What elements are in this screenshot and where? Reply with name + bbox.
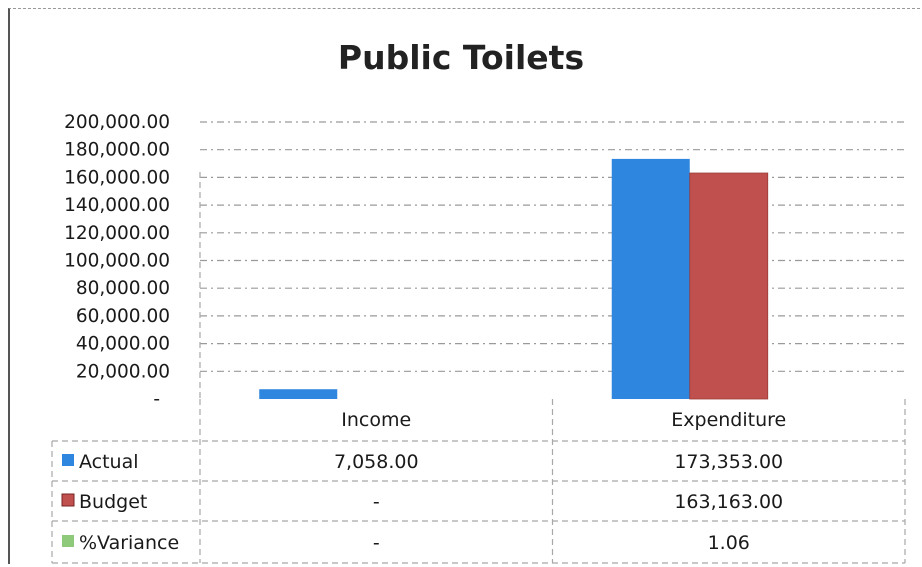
legend-label: %Variance — [79, 532, 179, 554]
y-tick-label: 180,000.00 — [64, 140, 170, 161]
category-label: Income — [341, 409, 411, 431]
bars — [259, 158, 846, 400]
bar-budget-expenditure — [689, 172, 769, 400]
bar-actual-income — [259, 389, 338, 399]
y-tick-label: 20,000.00 — [76, 361, 170, 382]
table-cell-value: 173,353.00 — [674, 451, 783, 473]
y-tick-label: 60,000.00 — [76, 306, 170, 327]
table-cell-value: 7,058.00 — [334, 451, 419, 473]
table-cell-value: 163,163.00 — [674, 491, 783, 513]
bar-actual-expenditure — [611, 158, 690, 399]
chart-frame — [8, 8, 920, 564]
y-tick-label: 80,000.00 — [76, 278, 170, 299]
y-tick-label: 40,000.00 — [76, 334, 170, 355]
gridlines — [199, 121, 905, 399]
table-cell-value: - — [373, 491, 380, 513]
category-label: Expenditure — [671, 409, 786, 431]
data-table: Income Expenditure Actual 7,058.00 173,353.0… — [51, 399, 906, 564]
y-tick-label: - — [153, 389, 160, 410]
table-cell-value: - — [373, 532, 380, 554]
y-tick-label: 140,000.00 — [64, 195, 170, 216]
table-cell-value: 1.06 — [708, 532, 750, 554]
legend-label: Actual — [79, 451, 139, 473]
chart-title: Public Toilets — [337, 38, 585, 77]
y-tick-label: 160,000.00 — [64, 167, 170, 188]
y-axis-tick-labels: - 20,000.00 40,000.00 60,000.00 80,000.00 100… — [64, 112, 170, 410]
y-tick-label: 200,000.00 — [64, 112, 170, 133]
legend-swatch — [62, 535, 74, 547]
legend-label: Budget — [79, 491, 147, 513]
y-tick-label: 120,000.00 — [64, 223, 170, 244]
y-tick-label: 100,000.00 — [64, 251, 170, 272]
legend-swatch — [62, 454, 74, 466]
legend-swatch — [61, 493, 75, 507]
